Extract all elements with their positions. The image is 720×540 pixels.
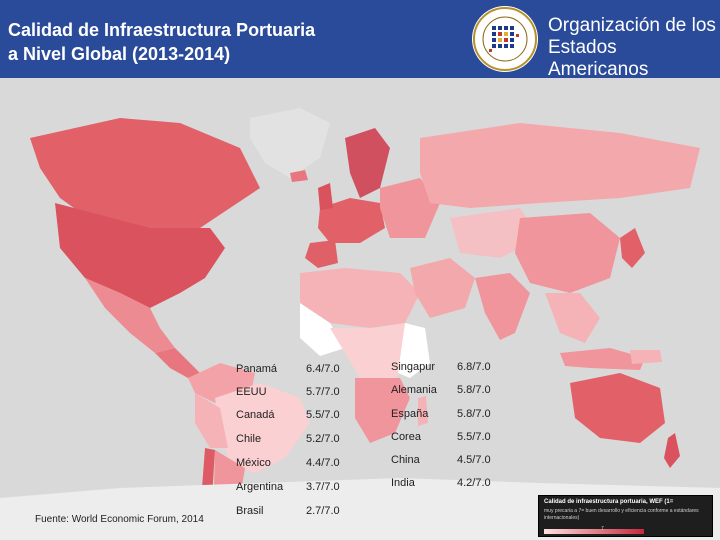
legend-color-scale — [544, 529, 644, 534]
source-note: Fuente: World Economic Forum, 2014 — [35, 514, 204, 525]
title-line-1: Calidad de Infraestructura Portuaria — [8, 20, 316, 40]
org-line-2: Estados Americanos — [548, 37, 649, 80]
east-africa — [398, 323, 430, 378]
score-value: 5.2/7.0 — [306, 433, 340, 445]
korea-japan — [620, 228, 645, 268]
country-label: Alemania — [391, 384, 437, 396]
legend-title: Calidad de infraestructura portuaria, WE… — [544, 499, 674, 505]
country-label: Argentina — [236, 481, 284, 493]
southeast-asia — [545, 293, 600, 343]
org-line-1: Organización de los — [548, 15, 716, 36]
usa — [55, 203, 225, 308]
country-label: España — [391, 408, 429, 420]
russia — [420, 123, 700, 208]
scandinavia — [345, 128, 390, 198]
west-africa — [300, 303, 345, 356]
page-title: Calidad de Infraestructura Portuaria a N… — [8, 18, 388, 66]
middle-east — [410, 258, 475, 318]
peru-bolivia — [195, 393, 228, 448]
country-label: Canadá — [236, 409, 275, 421]
country-label: Corea — [391, 431, 421, 443]
country-label: India — [391, 477, 415, 489]
score-value: 5.8/7.0 — [457, 408, 491, 420]
organization-name: Organización de los Estados Americanos — [548, 15, 720, 81]
southern-africa — [355, 378, 410, 443]
score-value: 5.5/7.0 — [457, 431, 491, 443]
australia — [570, 373, 665, 443]
score-value: 5.5/7.0 — [306, 409, 340, 421]
score-value: 6.8/7.0 — [457, 361, 491, 373]
country-label: Panamá — [236, 363, 277, 375]
madagascar — [418, 396, 428, 426]
score-value: 5.7/7.0 — [306, 386, 340, 398]
score-value: 5.8/7.0 — [457, 384, 491, 396]
world-map-svg — [0, 108, 720, 540]
central-america — [155, 348, 200, 378]
country-label: Brasil — [236, 505, 264, 517]
china — [515, 213, 620, 293]
title-line-2: a Nivel Global (2013-2014) — [8, 44, 231, 64]
score-value: 4.2/7.0 — [457, 477, 491, 489]
country-label: Singapur — [391, 361, 436, 373]
iberia — [305, 240, 338, 268]
uk — [318, 183, 333, 210]
mexico — [85, 278, 175, 353]
legend-subtitle: muy precaria a 7= buen desarrollo y efic… — [544, 508, 699, 521]
score-value: 6.4/7.0 — [306, 363, 340, 375]
oas-seal-logo — [472, 6, 538, 72]
score-value: 2.7/7.0 — [306, 505, 340, 517]
score-value: 3.7/7.0 — [306, 481, 340, 493]
new-zealand — [664, 433, 680, 468]
map-legend: Calidad de infraestructura portuaria, WE… — [538, 495, 713, 537]
country-label: Chile — [236, 433, 262, 445]
canada — [30, 118, 260, 228]
world-map — [0, 78, 720, 540]
eastern-europe — [380, 178, 440, 238]
score-value: 4.5/7.0 — [457, 454, 491, 466]
country-label: China — [391, 454, 420, 466]
india — [475, 273, 530, 340]
header-bar: Calidad de Infraestructura Portuaria a N… — [0, 0, 720, 81]
papua — [630, 350, 662, 364]
central-africa — [330, 323, 415, 378]
iceland — [290, 170, 308, 182]
country-label: EEUU — [236, 386, 267, 398]
north-africa — [300, 268, 420, 328]
indonesia — [560, 348, 645, 370]
brazil — [215, 383, 310, 473]
country-label: México — [236, 457, 271, 469]
legend-max-label: 7 — [601, 526, 604, 532]
greenland — [250, 108, 330, 178]
score-value: 4.4/7.0 — [306, 457, 340, 469]
western-europe — [318, 198, 385, 243]
